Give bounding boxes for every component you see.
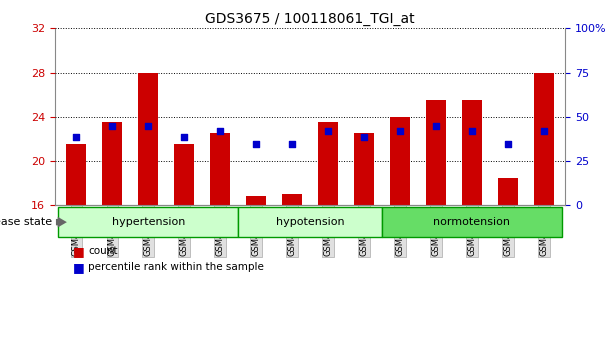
Text: count: count: [88, 246, 118, 256]
Text: percentile rank within the sample: percentile rank within the sample: [88, 262, 264, 272]
Text: disease state: disease state: [0, 217, 52, 227]
Text: normotension: normotension: [434, 217, 511, 227]
Point: [143, 123, 153, 129]
Point: [251, 142, 261, 147]
Point: [395, 129, 405, 134]
Bar: [66, 144, 86, 205]
Bar: [246, 196, 266, 205]
Bar: [534, 73, 554, 205]
Point: [467, 129, 477, 134]
Text: ■: ■: [73, 245, 85, 258]
Bar: [318, 122, 338, 205]
Bar: [102, 122, 122, 205]
Bar: [462, 100, 482, 205]
Point: [359, 134, 369, 139]
Bar: [390, 117, 410, 205]
Bar: [498, 178, 518, 205]
Text: hypertension: hypertension: [111, 217, 185, 227]
Point: [539, 129, 549, 134]
Point: [431, 123, 441, 129]
Bar: [426, 100, 446, 205]
Title: GDS3675 / 100118061_TGI_at: GDS3675 / 100118061_TGI_at: [206, 12, 415, 26]
Bar: [354, 133, 374, 205]
Point: [323, 129, 333, 134]
Point: [215, 129, 225, 134]
Point: [503, 142, 513, 147]
Bar: [139, 73, 158, 205]
Bar: [282, 194, 302, 205]
Point: [108, 123, 117, 129]
Bar: [174, 144, 194, 205]
Point: [71, 134, 81, 139]
Text: hypotension: hypotension: [276, 217, 344, 227]
Text: ■: ■: [73, 261, 85, 274]
Point: [287, 142, 297, 147]
Point: [179, 134, 189, 139]
Bar: [210, 133, 230, 205]
